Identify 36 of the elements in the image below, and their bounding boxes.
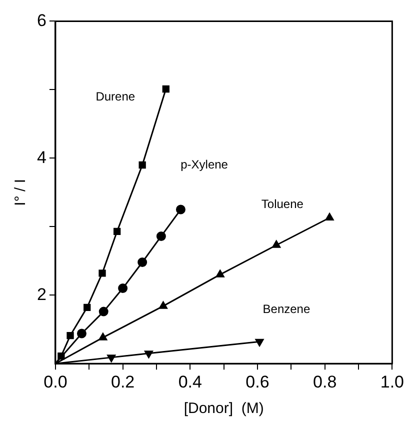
point (58, 352, 65, 360)
point (76, 328, 86, 338)
point (107, 354, 116, 362)
point (162, 85, 170, 93)
text: p-Xylene (180, 157, 228, 172)
point (158, 301, 168, 309)
point (138, 161, 146, 169)
point (98, 270, 106, 277)
y-tick-label: 6 (36, 10, 46, 30)
point (66, 332, 74, 340)
point (118, 284, 128, 294)
point (176, 204, 186, 214)
x-tick-label: 0.2 (110, 372, 135, 392)
point (255, 338, 264, 346)
text: Durene (96, 90, 136, 104)
y-tick-label: 4 (36, 148, 46, 167)
x-tick-label: 0.6 (246, 372, 270, 392)
point (325, 212, 334, 220)
x-tick-label: 1.0 (380, 372, 404, 392)
point (98, 306, 108, 316)
series-label: Benzene (262, 302, 310, 316)
x-tick-label: 0.4 (178, 372, 202, 392)
point (272, 240, 281, 248)
y-axis-title: I° / I (12, 178, 30, 206)
point (156, 231, 166, 241)
x-axis-title: [Donor] (M) (184, 400, 264, 418)
point (98, 332, 108, 340)
point (138, 258, 148, 267)
series-label: Toluene (261, 197, 304, 212)
point (84, 304, 91, 312)
point (216, 270, 224, 278)
x-tick-label: 0.0 (44, 372, 68, 392)
y-tick-label: 2 (36, 284, 46, 304)
point (144, 350, 153, 358)
point (114, 228, 121, 236)
x-tick-label: 0.8 (313, 372, 337, 392)
